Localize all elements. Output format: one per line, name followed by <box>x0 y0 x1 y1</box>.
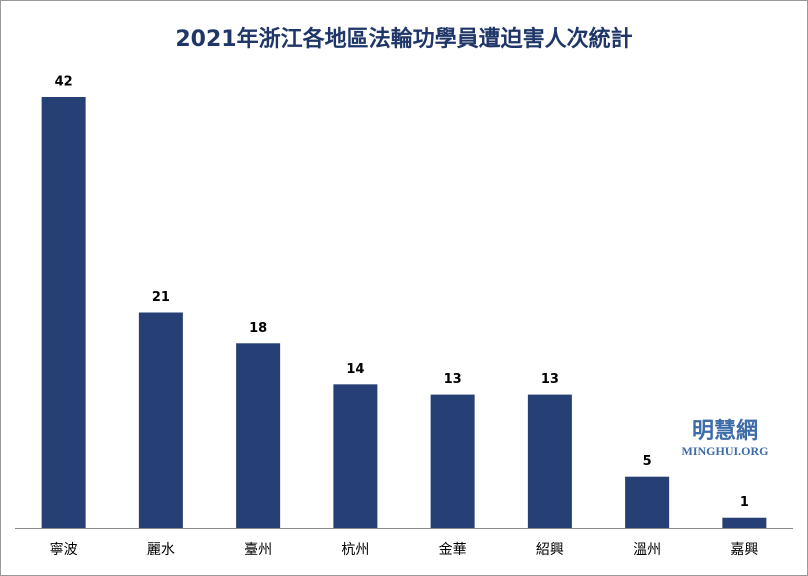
value-label: 21 <box>152 290 170 305</box>
value-label: 18 <box>249 321 267 336</box>
watermark-url: MINGHUI.ORG <box>682 444 769 458</box>
value-label: 42 <box>55 75 73 90</box>
value-label: 13 <box>444 372 462 387</box>
x-tick-label: 寧波 <box>50 541 78 558</box>
x-tick-label: 金華 <box>439 542 467 558</box>
value-label: 5 <box>643 454 652 469</box>
watermark-name: 明慧網 <box>692 418 758 444</box>
bar <box>138 312 183 528</box>
bar <box>236 343 281 528</box>
x-tick-label: 嘉興 <box>730 542 758 558</box>
value-label: 1 <box>740 495 749 510</box>
bar <box>625 476 670 528</box>
value-label: 13 <box>541 372 559 387</box>
x-tick-label: 紹興 <box>536 542 564 558</box>
bar <box>527 394 572 528</box>
bar <box>722 517 767 528</box>
bar <box>430 394 475 528</box>
x-tick-label: 杭州 <box>341 542 369 558</box>
x-tick-label: 臺州 <box>244 542 272 558</box>
x-tick-label: 麗水 <box>147 542 175 558</box>
value-label: 14 <box>346 362 364 377</box>
chart-title: 2021年浙江各地區法輪功學員遭迫害人次統計 <box>175 26 632 52</box>
x-tick-label: 溫州 <box>633 542 661 558</box>
bar <box>333 384 378 528</box>
bar <box>41 97 86 528</box>
